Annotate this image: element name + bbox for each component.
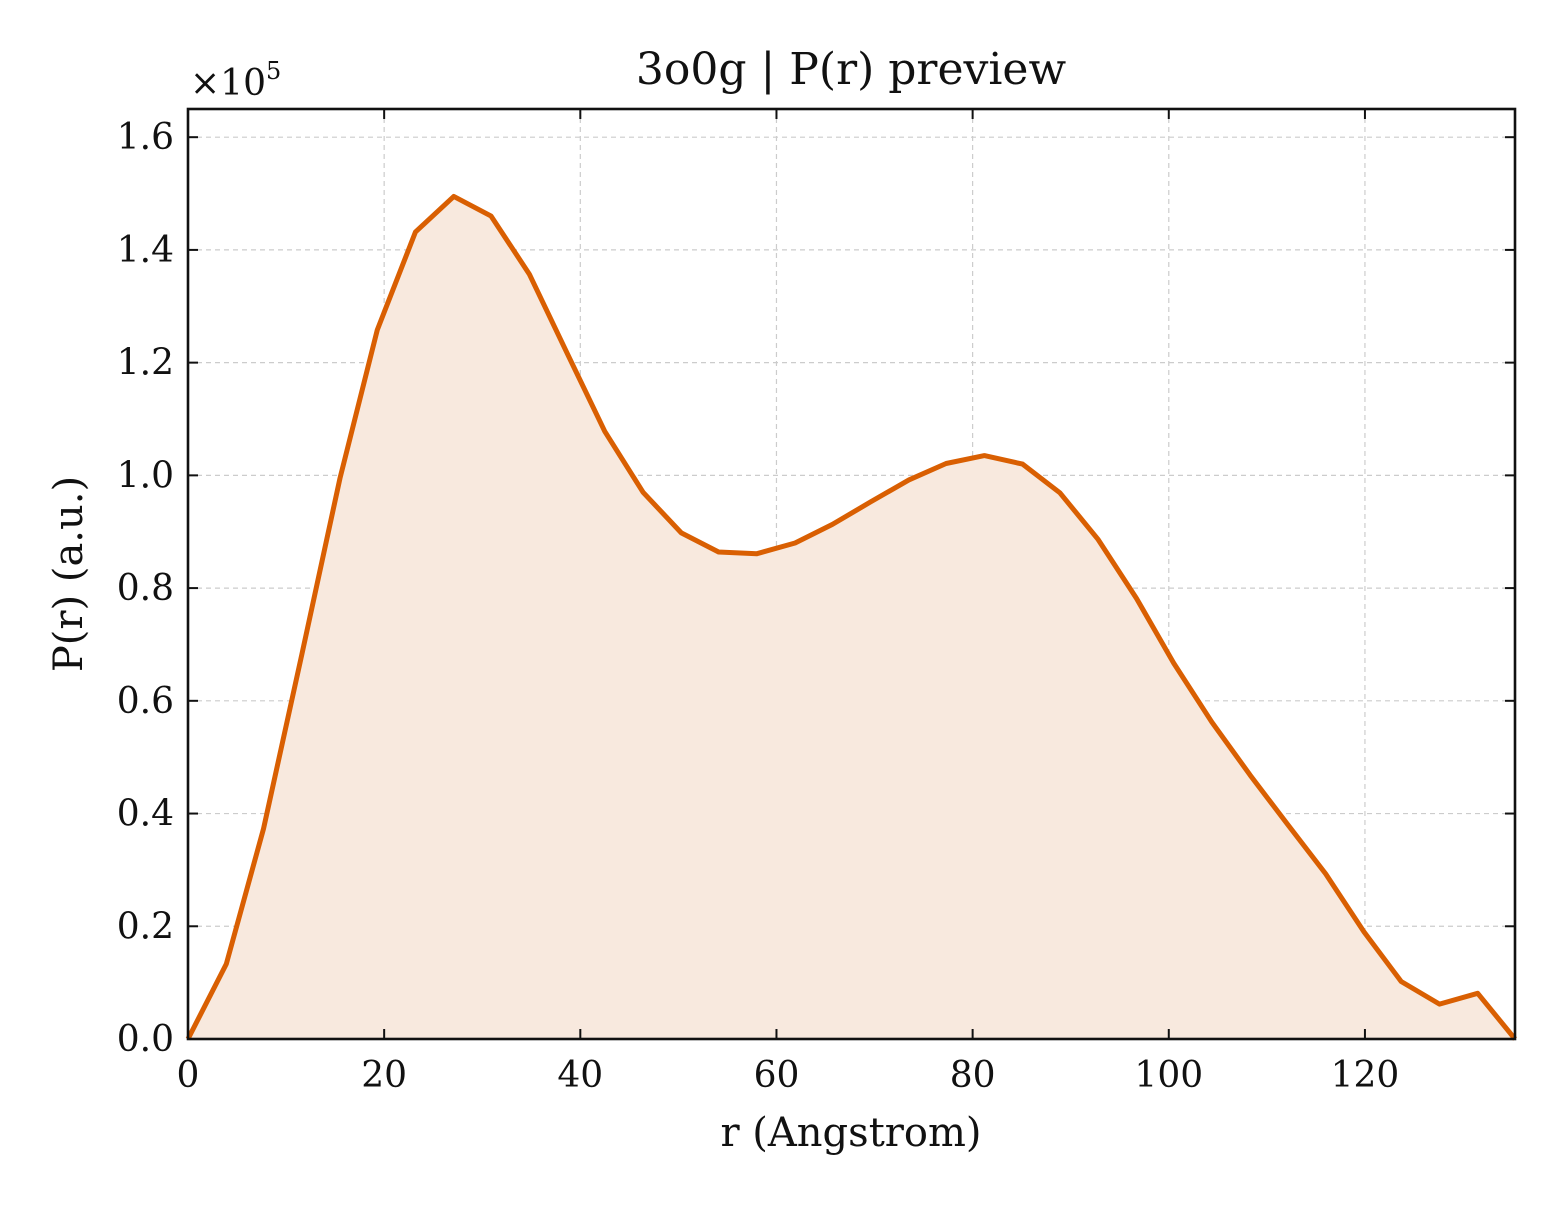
pr-series-line <box>185 193 1517 1041</box>
x-tick-label: 120 <box>1331 1055 1400 1096</box>
y-multiplier-exponent: 5 <box>266 57 281 85</box>
y-multiplier-base: ×10 <box>190 63 266 104</box>
x-tick-label: 100 <box>1134 1055 1203 1096</box>
y-tick-label: 0.0 <box>117 1019 174 1060</box>
x-tick-label: 20 <box>361 1055 407 1096</box>
y-tick-label: 0.4 <box>117 794 174 835</box>
y-tick-label: 1.6 <box>117 117 174 158</box>
chart-title: 3o0g | P(r) preview <box>636 44 1067 95</box>
y-multiplier: ×105 <box>190 57 281 104</box>
x-tick-labels: 0 20 40 60 80 100 120 <box>177 1055 1400 1096</box>
plot-frame <box>186 107 1517 1041</box>
y-tick-labels: 0.0 0.2 0.4 0.6 0.8 1.0 1.2 1.4 1.6 <box>117 117 174 1060</box>
y-tick-label: 0.6 <box>117 681 174 722</box>
y-tick-label: 1.0 <box>117 455 174 496</box>
x-axis-label: r (Angstrom) <box>720 1110 981 1156</box>
pr-area-fill <box>188 196 1515 1039</box>
y-tick-label: 0.2 <box>117 906 174 947</box>
x-tick-label: 0 <box>177 1055 200 1096</box>
x-tick-label: 60 <box>754 1055 800 1096</box>
y-tick-label: 1.2 <box>117 343 174 384</box>
y-tick-label: 0.8 <box>117 568 174 609</box>
y-axis-label: P(r) (a.u.) <box>46 476 92 672</box>
x-tick-label: 80 <box>950 1055 996 1096</box>
tick-marks <box>187 109 1515 1040</box>
y-tick-label: 1.4 <box>117 230 174 271</box>
x-tick-label: 40 <box>557 1055 603 1096</box>
